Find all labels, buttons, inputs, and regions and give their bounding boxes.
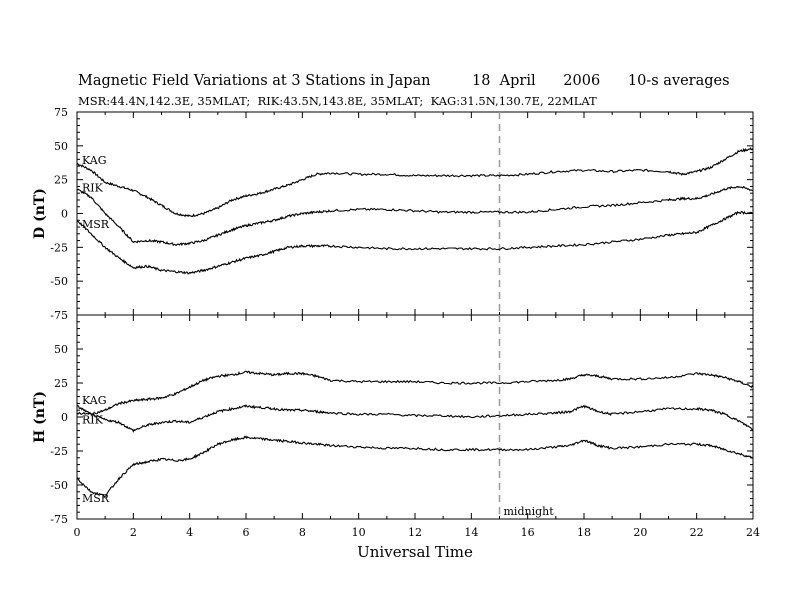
xtick-label: 14 — [464, 526, 478, 539]
d-ytick-label: 25 — [54, 174, 68, 187]
h-ytick-label: -75 — [50, 513, 68, 526]
h-ytick-label: 25 — [54, 377, 68, 390]
d-trace-msr — [76, 210, 754, 275]
xtick-label: 20 — [633, 526, 647, 539]
h-panel-frame — [76, 314, 754, 520]
xtick-label: 24 — [746, 526, 760, 539]
d-ytick-label: -75 — [50, 309, 68, 322]
chart-title: Magnetic Field Variations at 3 Stations … — [78, 73, 431, 89]
d-station-label-rik: RIK — [82, 181, 104, 194]
xtick-label: 4 — [186, 526, 193, 539]
h-ytick-label: 0 — [61, 411, 68, 424]
h-ytick-label: 50 — [54, 343, 68, 356]
chart-title-line: Magnetic Field Variations at 3 Stations … — [78, 73, 730, 89]
h-station-label-rik: RIK — [82, 414, 104, 427]
h-trace-kag — [76, 370, 754, 416]
xtick-label: 10 — [352, 526, 366, 539]
chart-date: 18 April — [471, 73, 536, 89]
xtick-label: 12 — [408, 526, 422, 539]
d-ytick-label: -50 — [50, 275, 68, 288]
d-axis-label: D (nT) — [32, 188, 48, 239]
chart-year: 2006 — [563, 73, 601, 89]
h-trace-msr — [76, 435, 754, 498]
midnight-annotation: midnight — [504, 505, 555, 518]
x-axis-label: Universal Time — [357, 543, 473, 561]
d-ytick-label: 0 — [61, 208, 68, 221]
d-panel-frame — [76, 111, 754, 316]
xtick-label: 18 — [577, 526, 591, 539]
chart-averaging: 10-s averages — [627, 73, 730, 89]
xtick-label: 6 — [243, 526, 250, 539]
d-station-label-kag: KAG — [82, 154, 107, 167]
chart-subtitle: MSR:44.4N,142.3E, 35MLAT; RIK:43.5N,143.… — [78, 94, 597, 108]
d-ytick-label: -25 — [50, 241, 68, 254]
d-trace-rik — [76, 185, 753, 247]
d-station-label-msr: MSR — [82, 218, 110, 231]
xtick-label: 0 — [74, 526, 81, 539]
d-trace-kag — [76, 146, 754, 218]
d-ytick-label: 75 — [54, 106, 68, 119]
xtick-label: 8 — [299, 526, 306, 539]
h-station-label-kag: KAG — [82, 394, 107, 407]
d-ytick-label: 50 — [54, 140, 68, 153]
h-trace-rik — [76, 404, 754, 433]
h-ytick-label: -25 — [50, 445, 68, 458]
xtick-label: 2 — [130, 526, 137, 539]
xtick-label: 16 — [521, 526, 535, 539]
xtick-label: 22 — [690, 526, 704, 539]
h-axis-label: H (nT) — [32, 391, 48, 443]
h-station-label-msr: MSR — [82, 492, 110, 505]
h-ytick-label: -50 — [50, 479, 68, 492]
